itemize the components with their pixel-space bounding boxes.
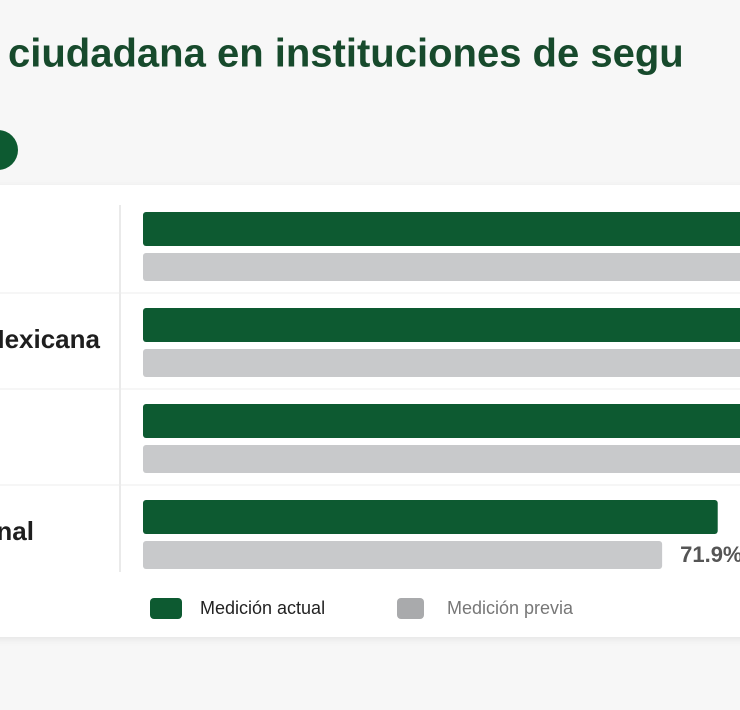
bar	[143, 445, 740, 473]
bar	[143, 212, 740, 246]
bar	[143, 308, 740, 342]
bar	[143, 500, 718, 534]
category-label: Mexicana	[0, 324, 101, 354]
chart-title: ciudadana en instituciones de segu	[8, 32, 684, 76]
legend-label: Medición actual	[200, 598, 325, 618]
legend-label: Medición previa	[447, 598, 574, 618]
badge	[0, 130, 18, 170]
bar	[143, 253, 740, 281]
bar	[143, 404, 740, 438]
legend-swatch	[397, 598, 424, 619]
legend-swatch	[150, 598, 182, 619]
value-label: 71.9%	[680, 542, 740, 567]
bar	[143, 541, 663, 569]
bar	[143, 349, 740, 377]
category-label: nal	[0, 516, 34, 546]
